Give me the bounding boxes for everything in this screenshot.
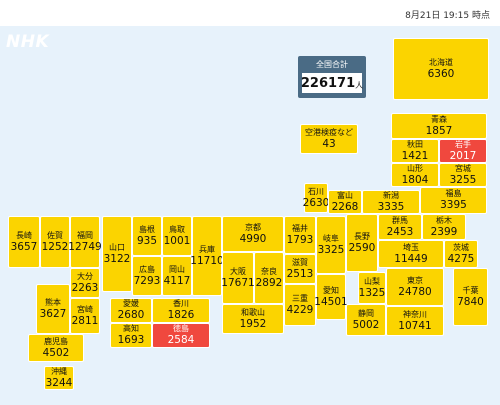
pref-fukui[interactable]: 福井 1793 [284, 216, 316, 254]
pref-aomori[interactable]: 青森 1857 [391, 113, 487, 139]
pref-yamanashi[interactable]: 山梨 1325 [358, 272, 386, 304]
pref-gifu[interactable]: 岐阜 3325 [316, 216, 346, 274]
pref-ehime[interactable]: 愛媛 2680 [110, 298, 152, 323]
pref-saitama[interactable]: 埼玉 11449 [378, 240, 444, 268]
pref-niigata[interactable]: 新潟 3335 [362, 190, 420, 214]
pref-fukushima[interactable]: 福島 3395 [420, 187, 487, 214]
pref-iwate[interactable]: 岩手 2017 [439, 139, 487, 163]
pref-tokyo[interactable]: 東京 24780 [386, 268, 444, 306]
pref-shimane[interactable]: 島根 935 [132, 216, 162, 256]
pref-miyagi[interactable]: 宮城 3255 [439, 163, 487, 187]
pref-toyama[interactable]: 富山 2268 [328, 190, 362, 214]
pref-tokushima[interactable]: 徳島 2584 [152, 323, 210, 348]
national-total-unit: 人 [355, 81, 364, 90]
pref-osaka[interactable]: 大阪 17671 [221, 252, 255, 304]
pref-akita[interactable]: 秋田 1421 [391, 139, 439, 163]
update-timestamp: 8月21日 19:15 時点 [405, 11, 490, 21]
nhk-logo: NHK [6, 32, 50, 52]
pref-okinawa[interactable]: 沖縄 3244 [44, 366, 74, 390]
pref-hokkaido[interactable]: 北海道 6360 [393, 38, 489, 100]
pref-ibaraki[interactable]: 茨城 4275 [444, 240, 478, 268]
national-total-value: 226171 [300, 76, 356, 91]
pref-nagasaki[interactable]: 長崎 3657 [8, 216, 40, 268]
pref-shizuoka[interactable]: 静岡 5002 [346, 304, 386, 336]
pref-wakayama[interactable]: 和歌山 1952 [222, 304, 284, 334]
national-total: 全国合計 226171 人 [298, 56, 366, 98]
pref-shiga[interactable]: 滋賀 2513 [284, 254, 316, 284]
pref-chiba[interactable]: 千葉 7840 [453, 268, 488, 326]
pref-airport-quarantine[interactable]: 空港検疫など 43 [300, 124, 358, 154]
pref-gunma[interactable]: 群馬 2453 [378, 214, 422, 240]
pref-tottori[interactable]: 鳥取 1001 [162, 216, 192, 256]
pref-hiroshima[interactable]: 広島 7293 [132, 256, 162, 296]
pref-fukuoka[interactable]: 福岡 12749 [68, 216, 102, 268]
pref-kochi[interactable]: 高知 1693 [110, 323, 152, 348]
pref-nara[interactable]: 奈良 2892 [254, 252, 284, 304]
pref-hyogo[interactable]: 兵庫 11710 [190, 216, 224, 296]
pref-kagoshima[interactable]: 鹿児島 4502 [28, 334, 84, 362]
pref-okayama[interactable]: 岡山 4117 [162, 256, 192, 296]
pref-yamagata[interactable]: 山形 1804 [391, 163, 439, 187]
pref-mie[interactable]: 三重 4229 [284, 284, 316, 326]
pref-tochigi[interactable]: 栃木 2399 [422, 214, 466, 240]
pref-kagawa[interactable]: 香川 1826 [152, 298, 210, 323]
pref-nagano[interactable]: 長野 2590 [346, 214, 378, 272]
pref-kyoto[interactable]: 京都 4990 [222, 216, 284, 252]
pref-saga[interactable]: 佐賀 1252 [40, 216, 70, 268]
pref-aichi[interactable]: 愛知 14501 [314, 274, 348, 320]
pref-miyazaki[interactable]: 宮崎 2811 [70, 298, 100, 334]
national-total-label: 全国合計 [316, 60, 348, 69]
pref-kanagawa[interactable]: 神奈川 10741 [386, 306, 444, 336]
pref-yamaguchi[interactable]: 山口 3122 [102, 216, 132, 292]
pref-kumamoto[interactable]: 熊本 3627 [36, 284, 70, 334]
pref-oita[interactable]: 大分 2263 [70, 268, 100, 298]
pref-ishikawa[interactable]: 石川 2630 [303, 183, 329, 213]
